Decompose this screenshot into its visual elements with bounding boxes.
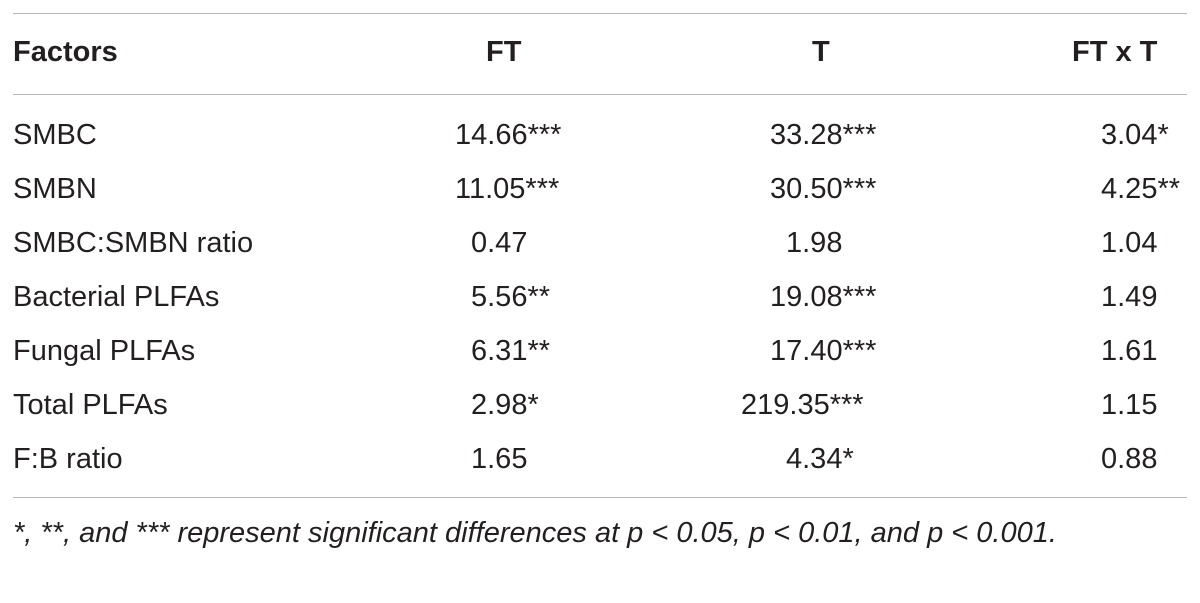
ft-cell: 5.56** bbox=[471, 281, 551, 313]
t-cell: 33.28*** bbox=[770, 119, 877, 151]
header-ft: FT bbox=[486, 36, 522, 68]
ft-x-t-cell: 1.15 bbox=[1101, 389, 1158, 421]
factor-cell: SMBC bbox=[13, 119, 97, 151]
table-header-rule bbox=[13, 94, 1187, 95]
ft-x-t-cell: 0.88 bbox=[1101, 443, 1158, 475]
ft-cell: 0.47 bbox=[471, 227, 528, 259]
factor-cell: Bacterial PLFAs bbox=[13, 281, 220, 313]
table-footnote: *, **, and *** represent significant dif… bbox=[13, 517, 1057, 549]
table-row: SMBC 14.66*** 33.28*** 3.04* bbox=[13, 117, 1187, 171]
ft-cell: 6.31** bbox=[471, 335, 551, 367]
table-row: Bacterial PLFAs 5.56** 19.08*** 1.49 bbox=[13, 279, 1187, 333]
header-t: T bbox=[812, 36, 830, 68]
factor-cell: SMBC:SMBN ratio bbox=[13, 227, 254, 259]
table-row: Fungal PLFAs 6.31** 17.40*** 1.61 bbox=[13, 333, 1187, 387]
factor-cell: SMBN bbox=[13, 173, 97, 205]
ft-x-t-cell: 3.04* bbox=[1101, 119, 1169, 151]
table-row: Total PLFAs 2.98* 219.35*** 1.15 bbox=[13, 387, 1187, 441]
ft-cell: 11.05*** bbox=[455, 173, 560, 205]
factor-cell: Total PLFAs bbox=[13, 389, 168, 421]
factor-cell: Fungal PLFAs bbox=[13, 335, 196, 367]
table-row: SMBN 11.05*** 30.50*** 4.25** bbox=[13, 171, 1187, 225]
table-row: F:B ratio 1.65 4.34* 0.88 bbox=[13, 441, 1187, 495]
t-cell: 219.35*** bbox=[741, 389, 864, 421]
ft-cell: 14.66*** bbox=[455, 119, 562, 151]
ft-x-t-cell: 1.49 bbox=[1101, 281, 1158, 313]
t-cell: 1.98 bbox=[786, 227, 843, 259]
table-row: SMBC:SMBN ratio 0.47 1.98 1.04 bbox=[13, 225, 1187, 279]
table-top-rule bbox=[13, 13, 1187, 14]
header-factors: Factors bbox=[13, 36, 118, 68]
factor-cell: F:B ratio bbox=[13, 443, 123, 475]
t-cell: 17.40*** bbox=[770, 335, 877, 367]
t-cell: 19.08*** bbox=[770, 281, 877, 313]
ft-cell: 1.65 bbox=[471, 443, 528, 475]
ft-cell: 2.98* bbox=[471, 389, 539, 421]
ft-x-t-cell: 4.25** bbox=[1101, 173, 1181, 205]
table-bottom-rule bbox=[13, 497, 1187, 498]
ft-x-t-cell: 1.04 bbox=[1101, 227, 1158, 259]
header-ft-x-t: FT x T bbox=[1072, 36, 1158, 68]
t-cell: 30.50*** bbox=[770, 173, 877, 205]
t-cell: 4.34* bbox=[786, 443, 854, 475]
ft-x-t-cell: 1.61 bbox=[1101, 335, 1158, 367]
